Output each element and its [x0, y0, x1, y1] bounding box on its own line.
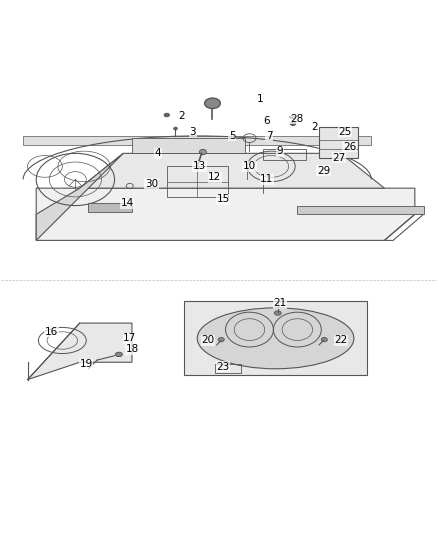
Ellipse shape	[321, 337, 327, 342]
Text: 20: 20	[201, 335, 215, 345]
Text: 2: 2	[179, 111, 185, 122]
Text: 9: 9	[277, 146, 283, 156]
Text: 18: 18	[125, 344, 138, 354]
Text: 17: 17	[123, 333, 136, 343]
Ellipse shape	[199, 149, 206, 155]
Ellipse shape	[274, 311, 281, 315]
Text: 4: 4	[155, 148, 161, 158]
Polygon shape	[132, 138, 245, 154]
Ellipse shape	[218, 337, 224, 342]
Ellipse shape	[290, 116, 294, 118]
Text: 1: 1	[257, 94, 264, 104]
Text: 28: 28	[291, 114, 304, 124]
Polygon shape	[23, 136, 371, 144]
Text: 26: 26	[343, 142, 356, 152]
Polygon shape	[184, 301, 367, 375]
Text: 29: 29	[317, 166, 330, 176]
Polygon shape	[297, 206, 424, 214]
Polygon shape	[28, 323, 132, 379]
Ellipse shape	[205, 98, 220, 109]
Polygon shape	[80, 154, 385, 188]
Text: 23: 23	[217, 361, 230, 372]
Ellipse shape	[197, 308, 354, 369]
Text: 14: 14	[121, 198, 134, 208]
Text: 19: 19	[80, 359, 93, 369]
Text: 30: 30	[145, 179, 158, 189]
Text: 25: 25	[339, 126, 352, 136]
Text: 13: 13	[193, 161, 206, 172]
Text: 15: 15	[217, 194, 230, 204]
Text: 10: 10	[243, 161, 256, 172]
Text: 21: 21	[273, 298, 286, 309]
Text: 12: 12	[208, 172, 221, 182]
Ellipse shape	[116, 352, 122, 357]
Text: 27: 27	[332, 152, 345, 163]
Ellipse shape	[164, 114, 170, 117]
Text: 22: 22	[334, 335, 347, 345]
Text: 16: 16	[45, 327, 58, 337]
Ellipse shape	[174, 127, 177, 130]
Text: 5: 5	[229, 131, 235, 141]
Polygon shape	[319, 127, 358, 158]
Text: 2: 2	[311, 122, 318, 132]
Text: 7: 7	[266, 131, 272, 141]
Polygon shape	[36, 154, 123, 240]
Text: 6: 6	[264, 116, 270, 126]
Polygon shape	[36, 188, 415, 240]
Text: 3: 3	[190, 126, 196, 136]
Text: 11: 11	[260, 174, 273, 184]
Polygon shape	[88, 204, 132, 212]
Ellipse shape	[290, 122, 296, 125]
